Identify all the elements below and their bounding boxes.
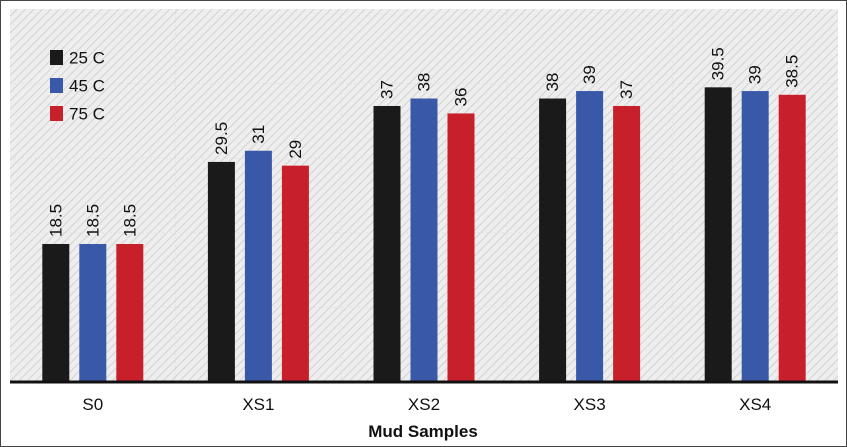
bar-xs1-25c: [207, 161, 235, 382]
data-label: 38: [415, 73, 434, 92]
legend-label: 75 C: [69, 105, 105, 124]
legend-label: 25 C: [69, 49, 105, 68]
bars: [42, 87, 806, 383]
data-label: 29.5: [212, 122, 231, 155]
bar-xs4-75c: [778, 94, 806, 382]
bar-xs2-25c: [373, 105, 401, 382]
data-label: 36: [452, 88, 471, 107]
bar-xs4-45c: [741, 91, 769, 382]
bar-xs1-75c: [281, 165, 309, 382]
legend-label: 45 C: [69, 77, 105, 96]
bar-xs3-75c: [613, 105, 641, 382]
data-label: 31: [249, 125, 268, 144]
data-label: 38.5: [783, 55, 802, 88]
data-label: 29: [286, 140, 305, 159]
data-label: 39.5: [709, 47, 728, 80]
x-tick-label: XS4: [739, 395, 771, 414]
data-label: 18.5: [46, 204, 65, 237]
data-label: 37: [617, 80, 636, 99]
x-tick-label: XS1: [242, 395, 274, 414]
data-label: 39: [580, 65, 599, 84]
bar-xs2-45c: [410, 98, 438, 383]
x-axis-title: Mud Samples: [368, 422, 478, 441]
bar-xs2-75c: [447, 113, 475, 382]
data-label: 39: [746, 65, 765, 84]
legend-swatch: [50, 78, 63, 93]
bar-xs3-45c: [576, 91, 604, 382]
bar-s0-25c: [42, 243, 70, 382]
legend: 25 C 45 C 75 C: [50, 49, 105, 124]
x-tick-label: S0: [82, 395, 103, 414]
data-label: 18.5: [120, 204, 139, 237]
data-labels: 18.5 18.5 18.5 29.5 31 29 37 38 36 38 39 37 39.5 39 38…: [46, 47, 801, 237]
bar-xs1-45c: [244, 150, 272, 382]
x-tick-label: XS3: [574, 395, 606, 414]
data-label: 18.5: [83, 204, 102, 237]
legend-swatch: [50, 106, 63, 121]
bar-xs4-25c: [704, 87, 732, 382]
bar-s0-45c: [79, 243, 107, 382]
legend-swatch: [50, 50, 63, 65]
x-tick-labels: S0 XS1 XS2 XS3 XS4: [82, 395, 771, 414]
bar-s0-75c: [116, 243, 144, 382]
data-label: 37: [378, 80, 397, 99]
bar-xs3-25c: [539, 98, 567, 383]
data-label: 38: [543, 73, 562, 92]
x-tick-label: XS2: [408, 395, 440, 414]
